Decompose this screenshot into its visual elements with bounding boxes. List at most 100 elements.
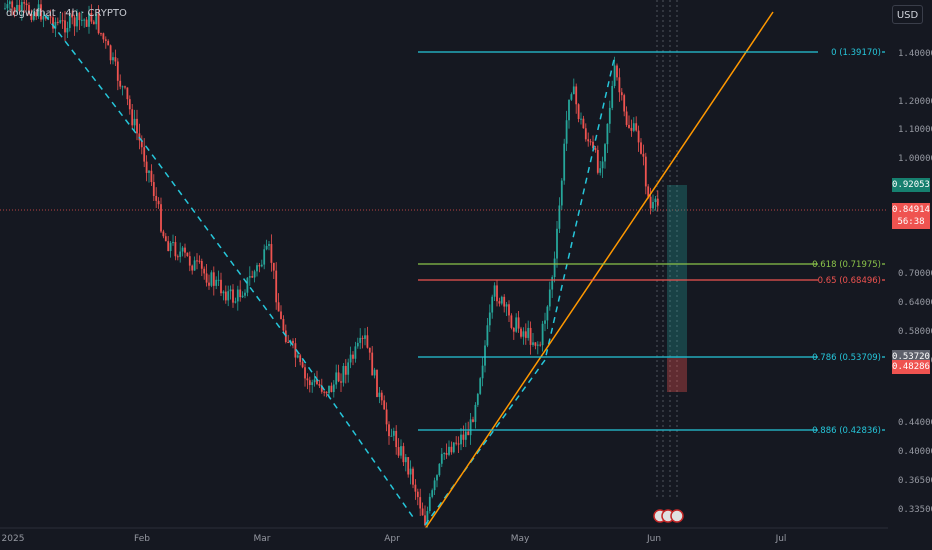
candle-body	[592, 141, 594, 149]
candle-body	[608, 107, 611, 124]
candle-body	[505, 304, 508, 307]
candle-body	[534, 342, 537, 346]
candle-body	[145, 161, 148, 173]
price-tag: 0.48286	[892, 360, 930, 374]
candle-body	[632, 123, 635, 131]
candle-body	[611, 85, 614, 108]
candle-body	[35, 12, 38, 17]
candle-body	[236, 289, 239, 302]
candle-body	[256, 265, 258, 272]
candle-body	[364, 335, 366, 339]
candle-body	[359, 337, 362, 343]
candle-body	[392, 430, 395, 436]
candle-body	[128, 99, 131, 110]
candle-body	[251, 276, 254, 278]
candle-body	[268, 244, 270, 246]
candle-body	[124, 86, 126, 88]
candle-body	[428, 496, 431, 512]
price-axis[interactable]	[888, 0, 932, 550]
candle-body	[47, 16, 50, 19]
candle-body	[148, 170, 150, 173]
candle-body	[232, 289, 234, 303]
candle-body	[416, 491, 419, 498]
fib-retracement-tool: 0 (1.39170) 0.618 (0.71975) 0.65 (0.68496)…	[418, 45, 885, 436]
candle-body	[20, 2, 23, 12]
candle-body	[131, 109, 134, 126]
candle-body	[112, 57, 114, 61]
orange-trendline[interactable]	[424, 11, 774, 530]
candle-body	[49, 16, 52, 18]
candle-body	[464, 431, 467, 440]
event-flags[interactable]	[653, 509, 684, 523]
candle-body	[450, 446, 453, 453]
candle-body	[239, 289, 242, 298]
candle-body	[287, 341, 290, 343]
downtrend-path	[44, 14, 416, 521]
time-axis-label: Apr	[384, 534, 400, 544]
candle-body	[344, 365, 347, 375]
fib-level-label: 0.886 (0.42836)	[812, 426, 881, 436]
candle-body	[210, 272, 213, 286]
candle-body	[270, 244, 273, 263]
candle-body	[23, 2, 26, 4]
candle-body	[328, 385, 330, 394]
candle-body	[6, 4, 9, 9]
candle-body	[200, 261, 203, 269]
candle-body	[438, 463, 441, 476]
candle-body	[320, 385, 323, 392]
candle-body	[176, 256, 179, 258]
candle-body	[205, 273, 208, 283]
candle-body	[299, 355, 302, 363]
candle-body	[265, 245, 268, 250]
candle-body	[656, 198, 659, 206]
candle-body	[594, 148, 597, 150]
candle-body	[296, 355, 299, 358]
candle-body	[42, 16, 45, 20]
candle-body	[404, 457, 407, 463]
candle-body	[421, 508, 424, 516]
candle-body	[577, 104, 580, 120]
candle-body	[618, 77, 621, 93]
candle-body	[61, 20, 64, 22]
candle-body	[455, 442, 458, 444]
candle-body	[472, 419, 474, 422]
candle-body	[342, 365, 345, 383]
fib-level-label: 0.618 (0.71975)	[812, 260, 881, 270]
candle-body	[174, 242, 177, 257]
candle-body	[613, 65, 616, 86]
candle-body	[292, 340, 294, 344]
long-position-target-zone[interactable]	[667, 185, 687, 358]
candle-body	[217, 279, 220, 281]
candle-body	[150, 170, 153, 183]
candle-body	[64, 20, 66, 33]
candle-body	[508, 304, 510, 316]
candle-body	[25, 3, 28, 6]
candle-body	[630, 127, 633, 131]
candle-body	[224, 291, 227, 301]
candle-body	[512, 327, 515, 332]
candle-body	[642, 153, 645, 157]
candle-body	[580, 118, 582, 120]
time-axis-label: 2025	[2, 534, 25, 544]
candle-body	[462, 434, 465, 440]
candle-body	[620, 92, 623, 96]
candle-body	[280, 311, 282, 319]
price-tag: 0.84914 56:38	[892, 203, 930, 229]
candle-body	[325, 391, 328, 394]
candle-body	[424, 515, 426, 526]
candle-body	[59, 20, 62, 23]
candle-body	[196, 260, 198, 262]
candle-body	[155, 195, 158, 201]
candle-body	[56, 21, 59, 23]
candle-body	[85, 19, 88, 27]
candle-body	[203, 268, 206, 274]
currency-button[interactable]: USD	[892, 5, 923, 24]
candle-body	[275, 270, 278, 303]
candle-body	[652, 202, 654, 209]
candle-body	[313, 379, 316, 383]
long-position-stop-zone[interactable]	[667, 358, 687, 392]
time-axis-label: Jun	[646, 534, 661, 544]
candle-body	[604, 144, 606, 162]
candle-body	[13, 7, 16, 13]
